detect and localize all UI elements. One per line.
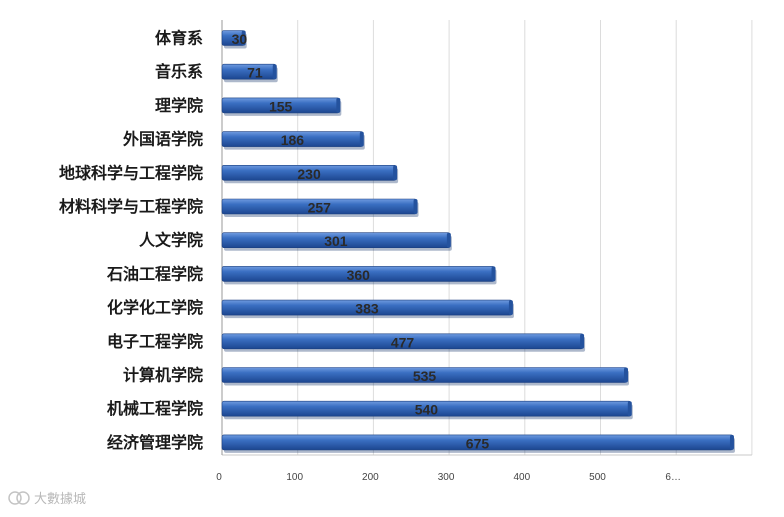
data-label: 71 — [247, 65, 263, 81]
category-label: 体育系 — [155, 29, 203, 48]
bar-end-cap — [508, 300, 513, 316]
category-label: 电子工程学院 — [107, 332, 203, 351]
x-tick-label: 500 — [589, 472, 606, 483]
x-tick-label: 0 — [216, 472, 222, 483]
category-label: 人文学院 — [139, 231, 203, 250]
category-label: 石油工程学院 — [106, 264, 203, 283]
data-label: 301 — [324, 233, 348, 249]
bar-end-cap — [272, 64, 277, 80]
bar-end-cap — [623, 367, 628, 383]
bar-end-cap — [729, 434, 734, 450]
data-label: 257 — [308, 200, 332, 216]
bar-end-cap — [359, 131, 364, 147]
category-label: 外国语学院 — [122, 130, 203, 149]
watermark-text: 大數據城 — [34, 492, 87, 507]
watermark-logo-icon — [8, 490, 30, 505]
data-label: 230 — [297, 166, 321, 182]
data-label: 540 — [415, 402, 439, 418]
x-tick-label: 200 — [362, 472, 379, 483]
data-label: 30 — [232, 31, 248, 47]
category-label: 化学化工学院 — [107, 298, 203, 317]
data-label: 383 — [355, 301, 379, 317]
x-tick-label: 300 — [438, 472, 455, 483]
bar-end-cap — [627, 401, 632, 417]
data-label: 675 — [466, 435, 490, 451]
data-label: 535 — [413, 368, 437, 384]
x-tick-label: 6… — [665, 472, 681, 483]
category-label: 地球科学与工程学院 — [59, 163, 203, 182]
bar-end-cap — [446, 232, 451, 248]
data-label: 155 — [269, 98, 293, 114]
category-label: 机械工程学院 — [107, 399, 203, 418]
x-tick-label: 100 — [286, 472, 303, 483]
data-label: 186 — [281, 132, 305, 148]
bar-end-cap — [413, 199, 418, 214]
bar-end-cap — [491, 266, 496, 282]
x-tick-label: 400 — [513, 472, 530, 483]
category-label: 音乐系 — [155, 62, 203, 81]
watermark: 大數據城 — [8, 488, 86, 507]
bar-end-cap — [393, 165, 398, 181]
category-label: 理学院 — [155, 96, 203, 115]
data-label: 360 — [347, 267, 371, 283]
bar-end-cap — [241, 30, 246, 46]
category-label: 材料科学与工程学院 — [59, 197, 203, 216]
category-label: 计算机学院 — [123, 366, 203, 385]
bars — [221, 30, 735, 453]
data-label: 477 — [391, 334, 415, 350]
labels: 0 100 200 300 400 500 6… 体育系 30 音乐系 71 理学院 155 外国语学院 1… — [59, 29, 681, 484]
bar-end-cap — [336, 97, 341, 113]
category-label: 经济管理学院 — [107, 433, 203, 452]
bar-end-cap — [580, 333, 585, 349]
